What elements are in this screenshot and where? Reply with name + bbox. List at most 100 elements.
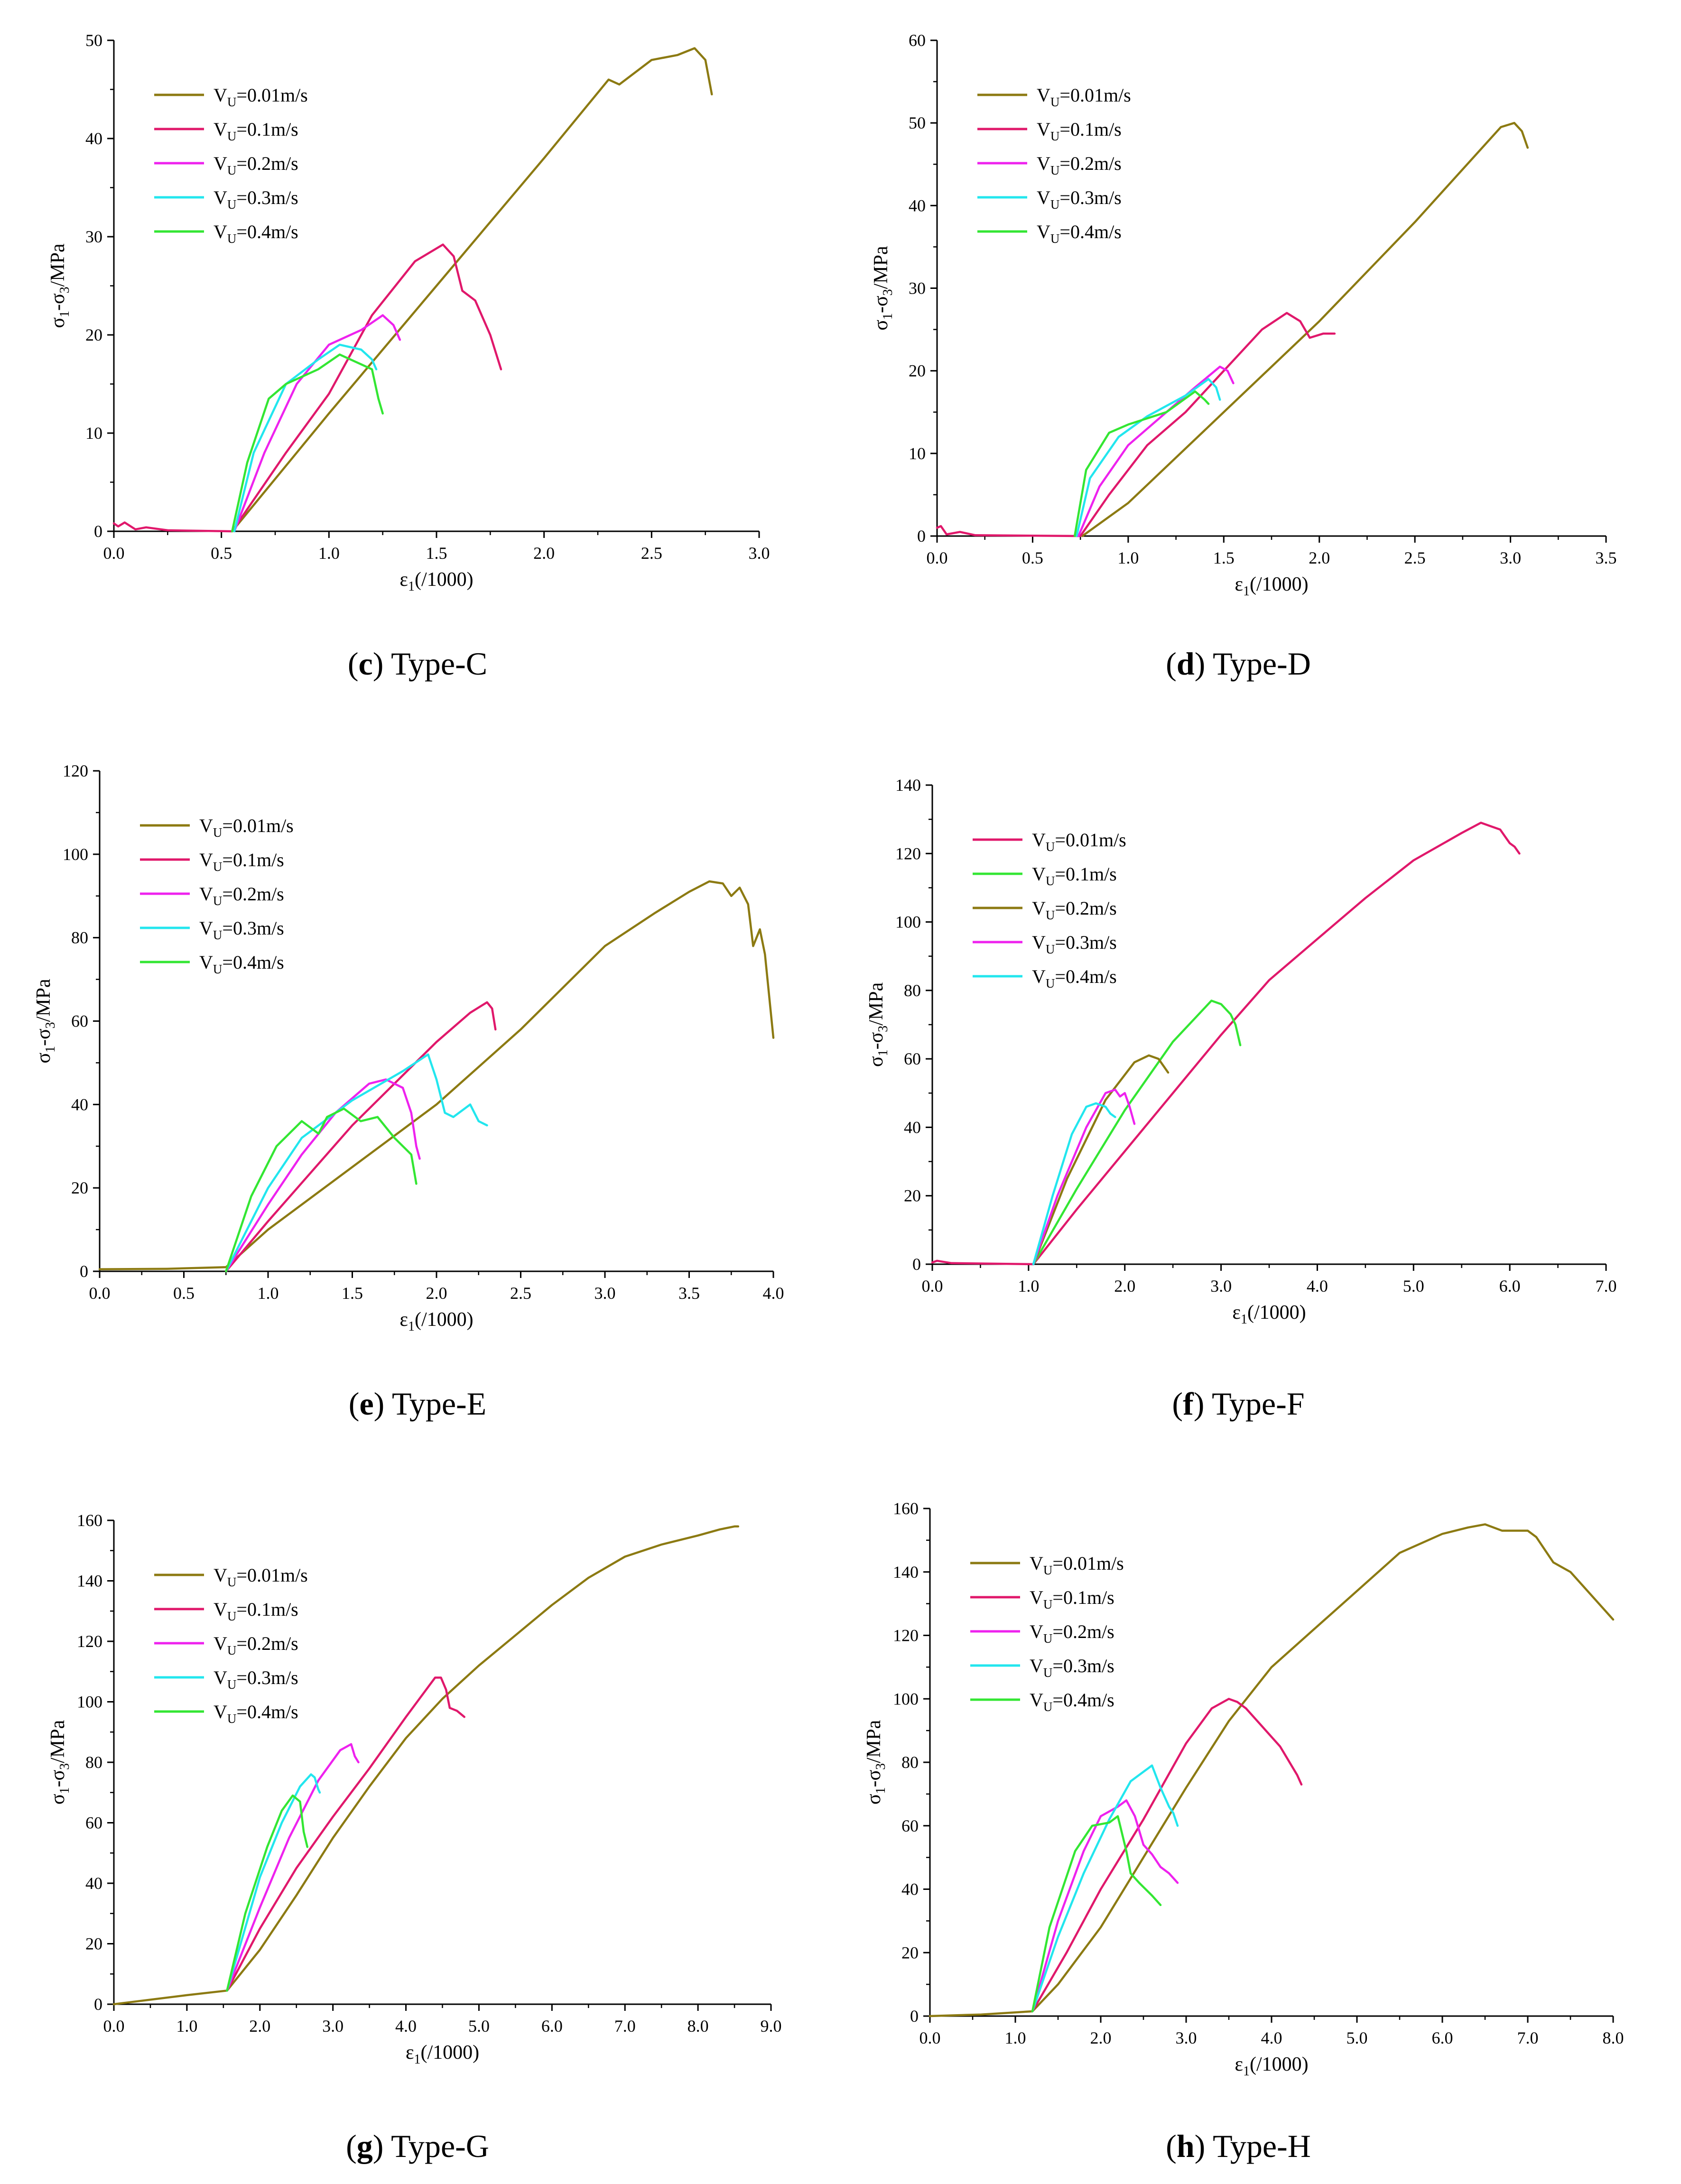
legend-label: VU=0.4m/s: [1037, 221, 1122, 246]
series-line-5: [1073, 390, 1210, 537]
x-tick-label: 1.0: [258, 1284, 279, 1303]
caption-letter: c: [358, 646, 373, 682]
x-axis-title: ε1(/1000): [399, 1309, 473, 1334]
y-tick-label: 100: [893, 1689, 919, 1708]
series-line-5: [1032, 1102, 1116, 1266]
y-tick-label: 60: [901, 1816, 919, 1835]
x-tick-label: 7.0: [614, 2017, 636, 2036]
y-tick-label: 100: [63, 845, 88, 864]
x-tick-label: 1.0: [176, 2017, 197, 2036]
y-axis-title: σ1-σ3/MPa: [47, 1720, 72, 1805]
series-line-1: [929, 1523, 1615, 2017]
series-line-1: [1081, 121, 1529, 537]
series-line-3: [225, 1078, 421, 1273]
y-axis-title: σ1-σ3/MPa: [870, 246, 895, 331]
chart-panel-g: 0.0 1.0 2.0 3.0 4.0 5.0 6.0 7.0 8.0 9.0 0 20 40 60 80 1…: [47, 1511, 782, 2067]
legend-label: VU=0.1m/s: [214, 119, 298, 143]
legend-label: VU=0.4m/s: [214, 221, 298, 246]
legend-label: VU=0.2m/s: [214, 1633, 298, 1657]
y-tick-label: 80: [904, 981, 921, 1000]
series-line-5: [231, 353, 384, 533]
x-tick-label: 6.0: [541, 2017, 563, 2036]
x-tick-label: 5.0: [468, 2017, 490, 2036]
series-line-5: [226, 1794, 309, 1992]
x-axis-title: ε1(/1000): [1232, 1302, 1306, 1327]
x-tick-label: 1.5: [342, 1284, 363, 1303]
series-line-3: [1031, 1799, 1179, 2013]
y-tick-label: 40: [85, 129, 102, 148]
series-line-1: [931, 822, 1521, 1266]
y-tick-label: 20: [85, 1934, 102, 1953]
x-tick-label: 1.0: [1005, 2028, 1026, 2047]
y-tick-label: 140: [893, 1563, 919, 1582]
x-tick-label: 0.0: [919, 2028, 941, 2047]
chart-panel-f: 0.0 1.0 2.0 3.0 4.0 5.0 6.0 7.0 0 20 40 60 80 100 120 1…: [865, 776, 1617, 1327]
caption-letter: e: [359, 1386, 374, 1422]
legend-label: VU=0.3m/s: [199, 917, 284, 942]
y-tick-label: 30: [909, 279, 926, 298]
y-tick-label: 0: [917, 527, 926, 546]
x-tick-label: 1.0: [318, 544, 340, 563]
x-tick-label: 2.0: [249, 2017, 270, 2036]
x-tick-label: 2.5: [1404, 548, 1426, 567]
series-line-5: [225, 1107, 418, 1273]
x-tick-label: 3.5: [1596, 548, 1617, 567]
y-tick-label: 0: [910, 2007, 919, 2026]
x-tick-label: 2.5: [510, 1284, 531, 1303]
legend-label: VU=0.4m/s: [199, 952, 284, 976]
y-tick-label: 80: [85, 1753, 102, 1772]
series-line-4: [226, 1773, 321, 1992]
caption-f: (f) Type-F: [1172, 1386, 1305, 1422]
series-line-3: [233, 314, 401, 533]
legend-label: VU=0.01m/s: [214, 1564, 308, 1589]
x-tick-label: 8.0: [687, 2017, 709, 2036]
caption-text: Type-D: [1213, 646, 1311, 682]
y-tick-label: 10: [85, 424, 102, 443]
legend-label: VU=0.1m/s: [1030, 1587, 1114, 1611]
x-tick-label: 3.0: [322, 2017, 344, 2036]
series-line-2: [226, 1676, 465, 1992]
y-tick-label: 40: [901, 1880, 919, 1899]
legend-label: VU=0.01m/s: [1037, 84, 1131, 109]
x-tick-label: 7.0: [1517, 2028, 1539, 2047]
caption-text: Type-F: [1212, 1386, 1305, 1422]
x-tick-label: 6.0: [1432, 2028, 1453, 2047]
x-tick-label: 1.5: [426, 544, 447, 563]
y-tick-label: 0: [94, 1995, 102, 2014]
x-axis-title: ε1(/1000): [1235, 2054, 1308, 2079]
y-tick-label: 40: [904, 1118, 921, 1137]
x-tick-label: 2.0: [533, 544, 555, 563]
y-tick-label: 60: [909, 31, 926, 50]
y-tick-label: 30: [85, 227, 102, 246]
legend-label: VU=0.2m/s: [199, 883, 284, 908]
y-axis-title: σ1-σ3/MPa: [865, 982, 891, 1067]
x-tick-label: 7.0: [1596, 1277, 1617, 1296]
y-tick-label: 120: [893, 1626, 919, 1645]
legend-label: VU=0.4m/s: [214, 1701, 298, 1726]
chart-panel-d: 0.0 0.5 1.0 1.5 2.0 2.5 3.0 3.5 0 10 20 30 40 50 60 ε1(…: [870, 31, 1617, 599]
y-tick-label: 10: [909, 444, 926, 463]
y-tick-label: 20: [909, 361, 926, 380]
caption-d: (d) Type-D: [1166, 646, 1311, 682]
series-line-4: [233, 343, 378, 533]
series-line-2: [225, 1001, 497, 1273]
legend-label: VU=0.01m/s: [199, 815, 294, 840]
y-tick-label: 120: [77, 1632, 102, 1651]
x-axis-title: ε1(/1000): [399, 569, 473, 594]
x-tick-label: 0.5: [173, 1284, 195, 1303]
y-tick-label: 0: [80, 1262, 88, 1281]
series-line-4: [225, 1053, 488, 1273]
series-line-1: [231, 47, 713, 533]
x-tick-label: 3.0: [1210, 1277, 1232, 1296]
legend-label: VU=0.3m/s: [1037, 187, 1122, 212]
caption-text: Type-C: [391, 646, 488, 682]
y-tick-label: 100: [77, 1693, 102, 1712]
y-tick-label: 100: [895, 913, 921, 932]
y-axis-title: σ1-σ3/MPa: [863, 1720, 888, 1805]
x-tick-label: 0.0: [103, 2017, 125, 2036]
caption-letter: h: [1176, 2128, 1195, 2164]
legend-label: VU=0.01m/s: [1030, 1553, 1124, 1577]
series-line-2: [112, 243, 502, 533]
y-tick-label: 60: [904, 1049, 921, 1068]
